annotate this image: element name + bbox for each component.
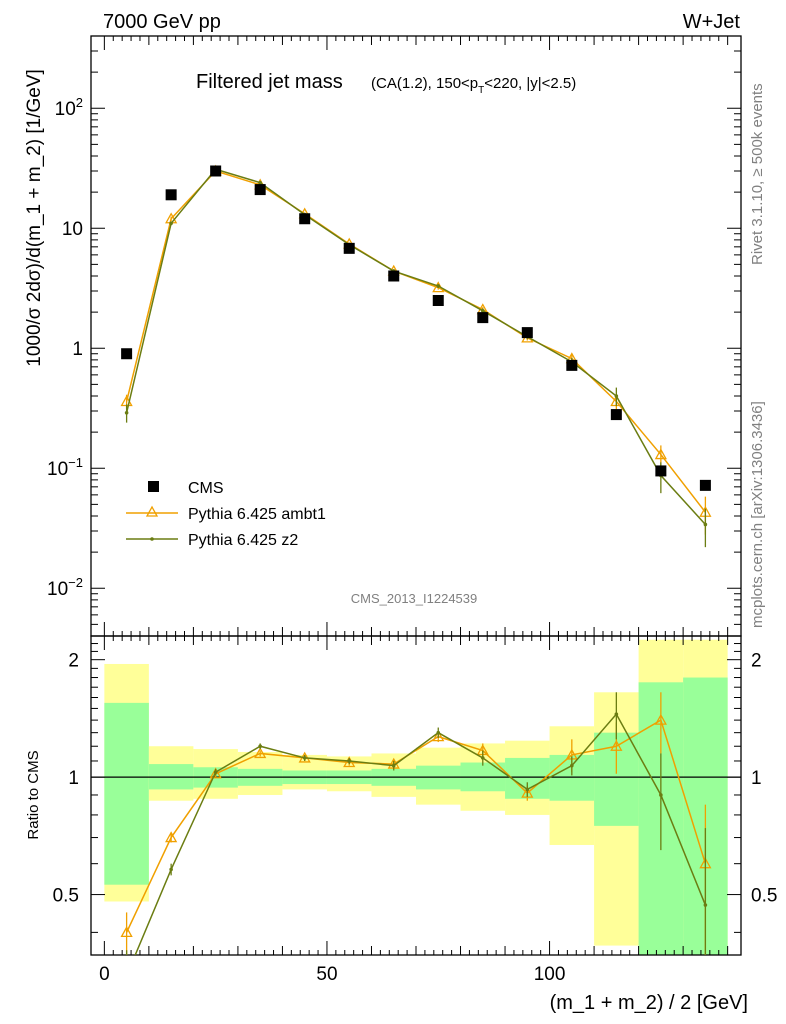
ratio-point-ambt1 — [610, 739, 623, 751]
data-point-cms — [566, 359, 578, 371]
rivet-label: Rivet 3.1.10, ≥ 500k events — [749, 83, 766, 265]
y-tick-label: 10−1 — [47, 455, 83, 480]
ratio-point-z2 — [525, 787, 530, 792]
data-point-cms — [610, 409, 622, 421]
ratio-point-ambt1 — [209, 767, 222, 779]
x-tick-label: 0 — [99, 964, 110, 985]
x-axis-label: (m_1 + m_2) / 2 [GeV] — [550, 992, 748, 1014]
ratio-point-z2 — [302, 756, 307, 760]
y-tick-label: 1 — [72, 339, 83, 360]
data-point-cms — [477, 312, 489, 324]
legend-ambt1-marker — [145, 505, 159, 517]
ratio-line-z2 — [134, 712, 707, 955]
ratio-line-ambt1 — [125, 718, 707, 933]
ratio-y-tick-label: 2 — [68, 651, 79, 672]
data-point-cms — [521, 327, 533, 339]
data-point-cms — [254, 184, 266, 196]
x-tick-label: 100 — [534, 964, 566, 985]
data-point-cms — [210, 165, 222, 177]
data-point-z2 — [703, 522, 708, 527]
source-label: mcplots.cern.ch [arXiv:1306.3436] — [749, 401, 766, 628]
legend-z2-label: Pythia 6.425 z2 — [188, 532, 298, 549]
series-line-z2 — [125, 168, 706, 525]
ratio-point-z2 — [703, 903, 708, 907]
data-point-z2 — [258, 180, 262, 185]
ratio-point-z2 — [659, 793, 663, 797]
x-tick-label: 50 — [316, 964, 337, 985]
legend-cms-label: CMS — [188, 480, 224, 497]
data-point-cms — [165, 189, 177, 201]
ratio-y-tick-label: 0.5 — [751, 886, 777, 907]
data-point-cms — [388, 270, 400, 282]
ratio-point-ambt1 — [120, 926, 133, 938]
data-point-cms — [699, 479, 711, 491]
ratio-point-z2 — [480, 756, 485, 760]
ratio-point-z2 — [125, 974, 129, 978]
data-point-ambt1 — [654, 448, 667, 460]
ratio-y-tick-label: 1 — [68, 768, 79, 789]
legend: CMS Pythia 6.425 ambt1 Pythia 6.425 z2 — [126, 480, 326, 549]
ratio-point-ambt1 — [343, 756, 356, 768]
ratio-point-z2 — [391, 763, 396, 768]
data-point-z2 — [480, 309, 485, 313]
ratio-point-z2 — [169, 867, 173, 872]
plot-subtitle: (CA(1.2), 150<pT<220, |y|<2.5) — [371, 75, 576, 96]
series-line-ambt1 — [125, 170, 706, 513]
data-point-z2 — [124, 410, 129, 415]
ratio-point-z2 — [347, 759, 352, 763]
ratio-point-z2 — [614, 712, 619, 716]
y-tick-label: 10 — [62, 219, 83, 240]
ratio-y-tick-label: 2 — [751, 651, 762, 672]
data-point-cms — [121, 348, 133, 360]
data-point-z2 — [169, 221, 173, 226]
ratio-point-ambt1 — [521, 786, 534, 798]
uncertainty-band-green — [104, 702, 149, 885]
ratio-y-tick-label: 0.5 — [53, 886, 79, 907]
legend-cms-marker — [148, 481, 159, 492]
ratio-point-ambt1 — [254, 747, 267, 759]
ratio-point-ambt1 — [654, 713, 667, 725]
data-point-cms — [655, 465, 667, 477]
legend-ambt1-label: Pythia 6.425 ambt1 — [188, 506, 326, 523]
ratio-panel: 0 50 100 0.5 0.5 1 1 2 2 — [53, 635, 777, 985]
ratio-series-group — [120, 692, 712, 978]
y-tick-label: 102 — [55, 95, 83, 120]
ratio-y-tick-label: 1 — [751, 768, 762, 789]
plot-title: Filtered jet mass — [196, 71, 343, 93]
legend-z2-marker — [150, 537, 154, 541]
y-axis-label: 1000/σ 2dσ)/d(m_1 + m_2) [1/GeV] — [24, 69, 45, 367]
data-point-z2 — [436, 284, 441, 288]
ratio-point-ambt1 — [432, 730, 445, 742]
data-point-cms — [299, 213, 311, 225]
data-point-cms — [343, 242, 355, 254]
ratio-y-axis-label: Ratio to CMS — [25, 750, 42, 839]
main-panel: 10−2 10−1 1 10 102 — [47, 35, 742, 637]
ratio-point-ambt1 — [165, 831, 178, 843]
ratio-point-z2 — [258, 744, 262, 749]
energy-label: 7000 GeV pp — [103, 11, 221, 33]
y-tick-label: 10−2 — [47, 575, 83, 600]
analysis-label: CMS_2013_I1224539 — [351, 591, 478, 606]
data-point-z2 — [614, 394, 619, 398]
ratio-point-z2 — [436, 730, 441, 735]
data-point-cms — [432, 294, 444, 306]
ratio-point-z2 — [570, 763, 574, 768]
ratio-point-z2 — [213, 770, 218, 774]
process-label: W+Jet — [683, 11, 741, 33]
